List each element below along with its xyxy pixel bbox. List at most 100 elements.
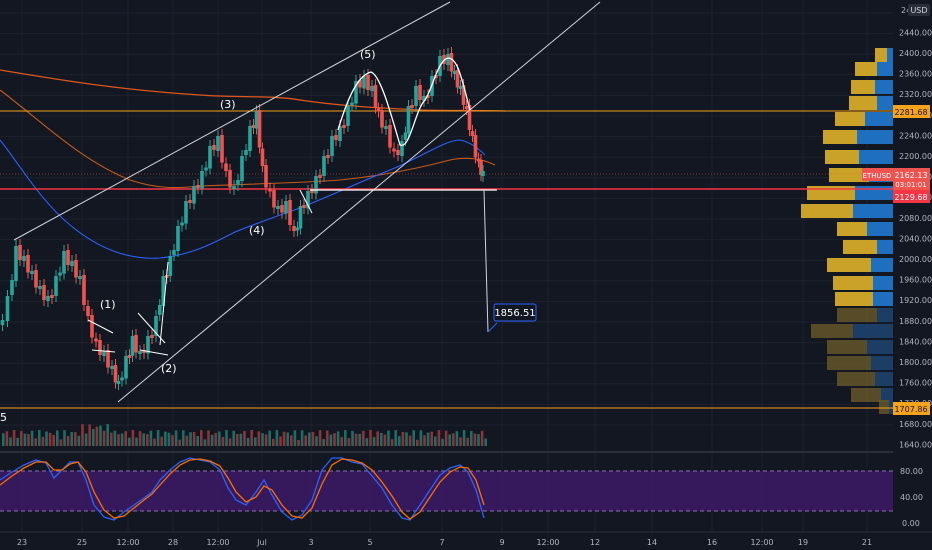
volume-bar <box>149 430 153 446</box>
profile-bar-up <box>853 204 893 218</box>
profile-bar-up <box>887 48 893 62</box>
volume-bar <box>344 430 347 446</box>
candle-body <box>224 163 228 171</box>
volume-bar <box>200 430 203 446</box>
volume-bar <box>408 435 412 446</box>
time-axis[interactable]: 23 25 12:00 28 12:00 Jul 3 5 7 9 12:00 12 14 16 12:00 1… <box>0 531 932 547</box>
volume-bar <box>63 430 66 446</box>
wave-label-1: (1) <box>100 298 116 311</box>
time-axis-label: 28 <box>168 538 178 547</box>
candle-body <box>161 276 166 306</box>
level-tag-2281: 2281.68 <box>894 108 927 117</box>
candle-body <box>396 150 400 155</box>
price-axis-bg <box>893 0 932 550</box>
time-axis-label: 3 <box>308 538 313 547</box>
volume-bar <box>423 435 426 446</box>
stoch-axis-0: 0.00 <box>902 519 920 528</box>
candle-body <box>251 125 256 128</box>
volume-bar <box>34 438 37 446</box>
candle-body <box>248 126 252 151</box>
volume-bar <box>38 430 41 446</box>
candle-body <box>18 245 22 260</box>
elliott-wave-labels: (1) (2) (3) (4) (5) 5 <box>0 48 376 424</box>
candle-body <box>452 71 457 74</box>
ma-50-line <box>0 139 486 259</box>
candle-body <box>157 305 162 315</box>
volume-bar <box>196 436 199 446</box>
volume-bars <box>2 424 487 446</box>
volume-bar <box>9 437 12 446</box>
countdown-tag: 03:01:01 <box>895 181 926 189</box>
volume-bar <box>254 437 257 446</box>
volume-bar <box>358 433 361 446</box>
volume-bar <box>77 435 81 446</box>
profile-bar-up <box>871 258 893 272</box>
candle-body <box>295 227 300 231</box>
profile-bar-down <box>855 62 877 76</box>
volume-bar <box>153 438 156 446</box>
volume-bar <box>23 433 27 446</box>
volume-bar <box>398 436 401 446</box>
volume-bar <box>430 431 433 446</box>
candle-body <box>184 201 188 224</box>
volume-bar <box>426 432 430 446</box>
candle-body <box>334 135 338 140</box>
candle-body <box>455 70 460 88</box>
candle-body <box>216 136 220 151</box>
target-callout[interactable]: 1856.51 <box>487 303 537 333</box>
candle-body <box>310 190 314 193</box>
volume-bar <box>167 432 171 446</box>
profile-bar-down <box>875 48 887 62</box>
projection-line <box>483 189 489 333</box>
volume-bar <box>279 436 282 446</box>
volume-bar <box>470 431 473 446</box>
candle-body <box>422 96 426 101</box>
volume-bar <box>329 434 333 446</box>
breakout-line-2 <box>159 261 169 346</box>
profile-bar-up <box>865 112 893 126</box>
volume-bar <box>113 430 117 446</box>
volume-bar <box>383 434 387 446</box>
volume-bar <box>171 435 174 446</box>
time-axis-label: Jul <box>256 538 267 547</box>
volume-bar <box>257 431 261 446</box>
volume-bar <box>138 431 142 446</box>
candle-body <box>240 156 244 181</box>
price-axis-label: 2240.00 <box>899 131 932 140</box>
profile-bar-down <box>849 96 877 110</box>
target-price-label: 1856.51 <box>494 308 535 319</box>
volume-bar <box>336 431 340 446</box>
drawing-tools[interactable] <box>13 1 601 403</box>
volume-bar <box>160 436 163 446</box>
candle-body <box>90 315 94 338</box>
time-axis-label: 21 <box>862 538 872 547</box>
level-tag-1707: 1707.86 <box>894 405 927 414</box>
candle-body <box>268 188 272 192</box>
profile-bar-up <box>853 324 893 338</box>
candle-body <box>124 356 128 379</box>
candle-body <box>292 226 296 231</box>
volume-bar <box>347 438 351 446</box>
price-axis-label: 1960.00 <box>899 276 932 285</box>
volume-bar <box>333 433 336 446</box>
price-axis-label: 1760.00 <box>899 379 932 388</box>
volume-bar <box>56 430 59 446</box>
time-axis-label: 19 <box>798 538 808 547</box>
candle-body <box>442 55 446 64</box>
candle-body <box>94 338 98 342</box>
candle-body <box>46 296 50 301</box>
candle-body <box>116 381 121 384</box>
volume-bar <box>480 430 484 446</box>
volume-bar <box>218 431 221 446</box>
candle-body <box>228 170 232 188</box>
volume-bar <box>250 430 253 446</box>
currency-label: USD <box>910 6 927 15</box>
volume-bar <box>20 431 23 446</box>
candle-body <box>254 111 259 129</box>
volume-bar <box>444 430 448 446</box>
volume-bar <box>297 439 300 446</box>
volume-bar <box>434 436 437 446</box>
last-price-tag-bg <box>893 168 930 190</box>
candle-body <box>288 200 292 225</box>
